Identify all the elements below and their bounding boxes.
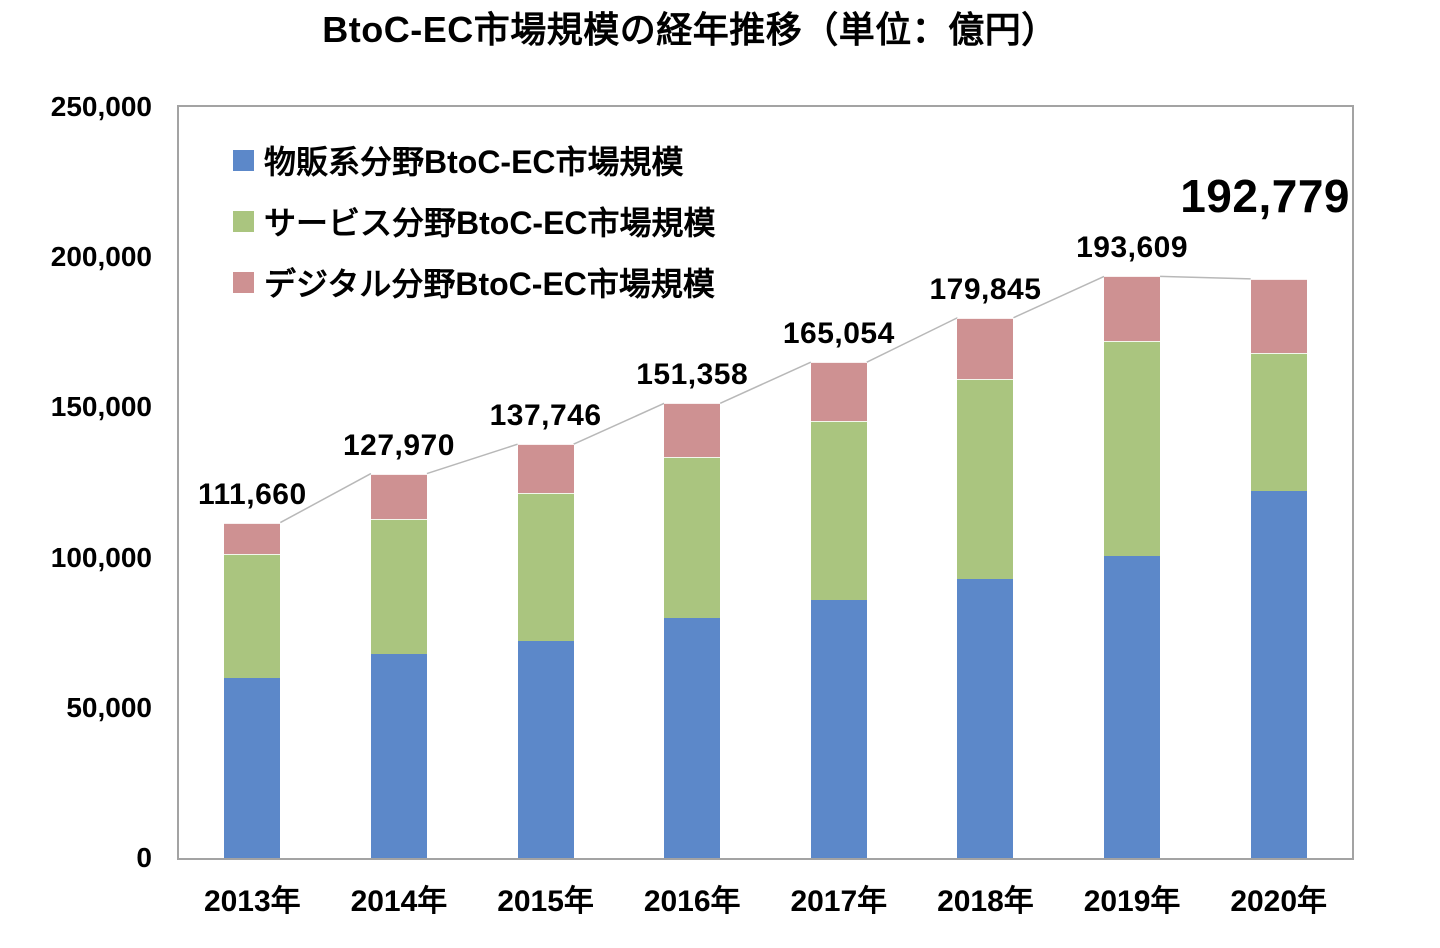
legend-label-0: 物販系分野BtoC-EC市場規模 [264, 144, 684, 180]
legend-swatch-1 [233, 210, 254, 232]
bar-segment-2018年-series0 [957, 578, 1014, 858]
total-label-2014年: 127,970 [342, 428, 455, 462]
y-axis-label-200,000: 200,000 [50, 241, 152, 273]
series-line-segment-0 [279, 472, 372, 524]
legend-label-1: サービス分野BtoC-EC市場規模 [264, 205, 716, 241]
bar-segment-2013年-series2 [224, 522, 281, 554]
bar-segment-2015年-series1 [517, 493, 574, 641]
legend: 物販系分野BtoC-EC市場規模 サービス分野BtoC-EC市場規模 デジタル分野B… [233, 140, 716, 302]
y-axis-label-150,000: 150,000 [50, 391, 152, 423]
bar-segment-2020年-series2 [1250, 278, 1307, 353]
y-axis-label-50,000: 50,000 [66, 691, 152, 723]
bar-segment-2016年-series1 [664, 456, 721, 618]
bar-segment-2014年-series2 [370, 473, 427, 519]
legend-item: サービス分野BtoC-EC市場規模 [233, 201, 716, 241]
bar-segment-2018年-series1 [957, 378, 1014, 579]
legend-item: 物販系分野BtoC-EC市場規模 [233, 140, 716, 180]
bar-segment-2020年-series1 [1250, 352, 1307, 491]
legend-item: デジタル分野BtoC-EC市場規模 [233, 262, 716, 302]
legend-swatch-2 [233, 271, 254, 293]
total-label-2017年: 165,054 [782, 317, 895, 351]
total-label-2015年: 137,746 [489, 399, 602, 433]
bar-segment-2017年-series2 [810, 362, 867, 421]
x-axis-label-2015年: 2015年 [497, 885, 594, 918]
bar-segment-2017年-series1 [810, 420, 867, 600]
x-axis-label-2018年: 2018年 [937, 885, 1034, 918]
total-label-2018年: 179,845 [929, 272, 1042, 306]
x-axis-label-2017年: 2017年 [790, 885, 888, 918]
x-axis-label-2013年: 2013年 [203, 885, 301, 918]
total-label-highlight-2020年: 192,779 [1180, 170, 1350, 222]
series-line-segment-4 [866, 317, 958, 363]
y-axis-label-0: 0 [136, 842, 152, 873]
bar-segment-2015年-series2 [517, 444, 574, 494]
bar-segment-2014年-series0 [370, 653, 427, 858]
series-line-segment-1 [426, 443, 518, 475]
x-axis-label-2014年: 2014年 [350, 885, 448, 918]
total-label-2016年: 151,358 [636, 358, 749, 392]
bar-segment-2013年-series1 [224, 553, 281, 678]
bar-segment-2020年-series0 [1250, 490, 1307, 858]
x-axis-label-2016年: 2016年 [643, 885, 741, 918]
bar-segment-2019年-series0 [1104, 556, 1161, 858]
y-axis-label-250,000: 250,000 [50, 91, 152, 122]
bar-segment-2017年-series0 [810, 599, 867, 858]
total-label-2013年: 111,660 [197, 477, 307, 511]
bar-segment-2019年-series2 [1104, 276, 1161, 341]
bar-segment-2019年-series1 [1104, 340, 1161, 557]
series-line-segment-3 [719, 361, 812, 405]
bar-segment-2018年-series2 [957, 317, 1014, 379]
total-label-2019年: 193,609 [1076, 231, 1189, 265]
bar-segment-2016年-series2 [664, 403, 721, 457]
x-axis-label-2020年: 2020年 [1230, 885, 1328, 918]
legend-label-2: デジタル分野BtoC-EC市場規模 [264, 266, 715, 302]
legend-swatch-0 [233, 149, 254, 171]
x-axis-label-2019年: 2019年 [1083, 885, 1181, 918]
bar-segment-2015年-series0 [517, 640, 574, 858]
series-line-segment-5 [1013, 275, 1105, 319]
bar-segment-2016年-series0 [664, 617, 721, 858]
bar-segment-2013年-series0 [224, 677, 281, 858]
chart-title: BtoC-EC市場規模の経年推移（単位：億円） [322, 9, 1058, 50]
y-axis-label-100,000: 100,000 [50, 541, 152, 573]
series-line-segment-2 [573, 402, 665, 445]
series-connector-lines [279, 275, 1251, 524]
bar-segment-2014年-series1 [370, 518, 427, 654]
series-line-segment-6 [1160, 275, 1251, 280]
plot-area: 物販系分野BtoC-EC市場規模 サービス分野BtoC-EC市場規模 デジタル分野B… [177, 105, 1354, 860]
